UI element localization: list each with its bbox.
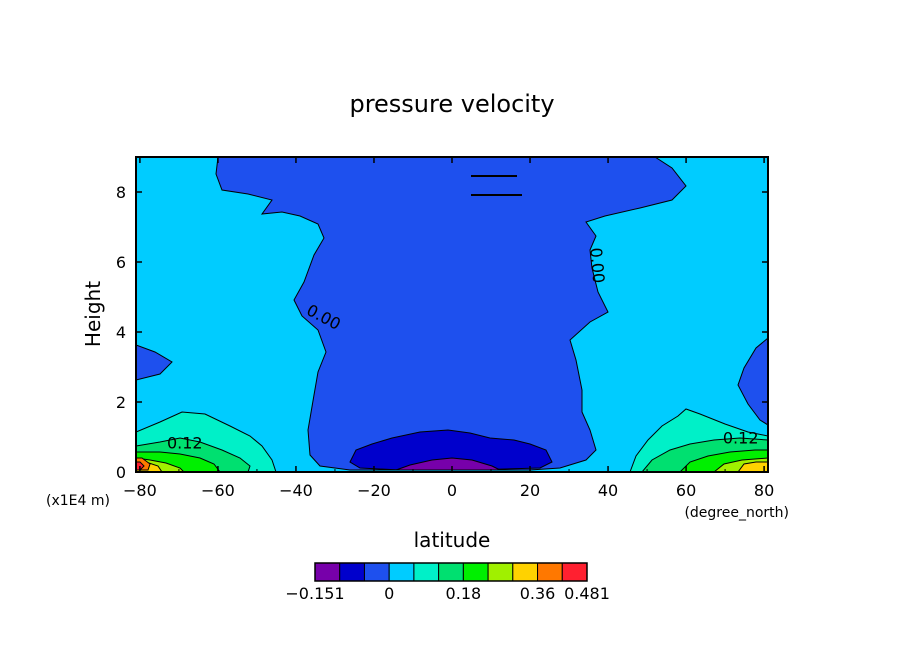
plot-area: 0.000.000.12 0.12 [136, 157, 768, 472]
x-tick-label: 80 [754, 481, 774, 500]
colorbar-tick-label: −0.151 [285, 584, 344, 603]
y-tick-label: 0 [116, 463, 126, 482]
contour-label: 0.12 [167, 434, 203, 453]
contour-label: 0.12 [723, 428, 759, 447]
negative-region-right [737, 337, 768, 426]
colorbar-swatch [487, 562, 514, 582]
colorbar-swatch [339, 562, 365, 582]
positive-region-right-5 [737, 461, 768, 472]
x-tick-label: −80 [123, 481, 157, 500]
colorbar: −0.151 0 0.18 0.36 0.481 [285, 562, 610, 603]
colorbar-swatch [561, 562, 588, 582]
y-tick-label: 8 [116, 183, 126, 202]
colorbar-tick-label: 0.36 [520, 584, 556, 603]
x-axis-label: latitude [414, 528, 491, 552]
colorbar-tick-label: 0 [384, 584, 394, 603]
y-tick-label: 6 [116, 253, 126, 272]
y-axis-units: (x1E4 m) [46, 493, 110, 509]
x-axis-units: (degree_north) [684, 505, 789, 521]
colorbar-swatch [512, 562, 539, 582]
colorbar-swatch [388, 562, 415, 582]
x-tick-label: 60 [676, 481, 696, 500]
colorbar-swatch [438, 562, 464, 582]
chart-title: pressure velocity [349, 90, 554, 118]
colorbar-swatch [314, 562, 341, 582]
contour-labels: 0.000.000.12 0.12 [167, 247, 759, 453]
colorbar-swatch [462, 562, 489, 582]
x-tick-label: 40 [598, 481, 618, 500]
y-axis-label: Height [81, 281, 105, 347]
colorbar-swatch [413, 562, 440, 582]
colorbar-swatch [537, 562, 563, 582]
colorbar-tick-label: 0.481 [564, 584, 610, 603]
x-tick-label: 0 [447, 481, 457, 500]
negative-region-left [136, 344, 173, 381]
contour-label: 0.00 [586, 247, 608, 284]
colorbar-tick-label: 0.18 [446, 584, 482, 603]
colorbar-frame [314, 562, 588, 582]
y-tick-label: 2 [116, 393, 126, 412]
y-tick-label: 4 [116, 323, 126, 342]
x-tick-label: −40 [279, 481, 313, 500]
x-tick-label: −60 [201, 481, 235, 500]
x-tick-label: −20 [357, 481, 391, 500]
minimum-region [395, 457, 501, 471]
x-tick-label: 20 [520, 481, 540, 500]
colorbar-swatch [363, 562, 390, 582]
axes: −80 −60 −40 −20 0 20 40 60 80 0 2 4 6 8 [116, 157, 774, 500]
